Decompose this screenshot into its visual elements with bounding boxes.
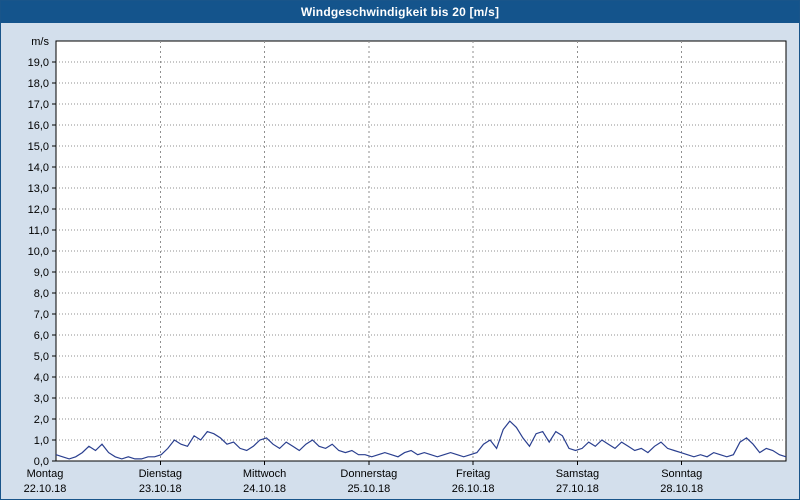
svg-text:19,0: 19,0 bbox=[28, 57, 49, 69]
wind-speed-line-chart: 0,0 1,0 2,0 3,0 4,0 5,0 6,0 7,0 8,0 9,0 10,0 11,0 12… bbox=[24, 36, 787, 495]
svg-text:15,0: 15,0 bbox=[28, 141, 49, 153]
svg-text:Donnerstag: Donnerstag bbox=[340, 468, 397, 480]
svg-text:Sonntag: Sonntag bbox=[661, 468, 702, 480]
svg-text:0,0: 0,0 bbox=[34, 456, 49, 468]
svg-text:Montag: Montag bbox=[27, 468, 64, 480]
svg-text:16,0: 16,0 bbox=[28, 120, 49, 132]
svg-text:Dienstag: Dienstag bbox=[139, 468, 182, 480]
svg-text:27.10.18: 27.10.18 bbox=[556, 483, 599, 495]
svg-text:25.10.18: 25.10.18 bbox=[347, 483, 390, 495]
svg-text:14,0: 14,0 bbox=[28, 162, 49, 174]
svg-text:5,0: 5,0 bbox=[34, 351, 49, 363]
svg-text:17,0: 17,0 bbox=[28, 99, 49, 111]
svg-text:Mittwoch: Mittwoch bbox=[243, 468, 286, 480]
svg-text:1,0: 1,0 bbox=[34, 435, 49, 447]
svg-text:12,0: 12,0 bbox=[28, 204, 49, 216]
svg-text:Freitag: Freitag bbox=[456, 468, 490, 480]
chart-title: Windgeschwindigkeit bis 20 [m/s] bbox=[300, 5, 500, 19]
svg-text:13,0: 13,0 bbox=[28, 183, 49, 195]
svg-text:8,0: 8,0 bbox=[34, 288, 49, 300]
svg-text:26.10.18: 26.10.18 bbox=[452, 483, 495, 495]
svg-text:4,0: 4,0 bbox=[34, 372, 49, 384]
svg-text:m/s: m/s bbox=[31, 36, 49, 48]
svg-text:10,0: 10,0 bbox=[28, 246, 49, 258]
svg-text:24.10.18: 24.10.18 bbox=[243, 483, 286, 495]
svg-text:11,0: 11,0 bbox=[28, 225, 49, 237]
svg-text:2,0: 2,0 bbox=[34, 414, 49, 426]
svg-text:22.10.18: 22.10.18 bbox=[24, 483, 67, 495]
svg-text:23.10.18: 23.10.18 bbox=[139, 483, 182, 495]
svg-text:7,0: 7,0 bbox=[34, 309, 49, 321]
svg-text:18,0: 18,0 bbox=[28, 78, 49, 90]
svg-text:6,0: 6,0 bbox=[34, 330, 49, 342]
svg-text:Samstag: Samstag bbox=[556, 468, 599, 480]
svg-text:3,0: 3,0 bbox=[34, 393, 49, 405]
svg-text:9,0: 9,0 bbox=[34, 267, 49, 279]
svg-text:28.10.18: 28.10.18 bbox=[660, 483, 703, 495]
chart-area: 0,0 1,0 2,0 3,0 4,0 5,0 6,0 7,0 8,0 9,0 10,0 11,0 12… bbox=[1, 23, 799, 499]
chart-title-bar: Windgeschwindigkeit bis 20 [m/s] bbox=[1, 1, 799, 23]
